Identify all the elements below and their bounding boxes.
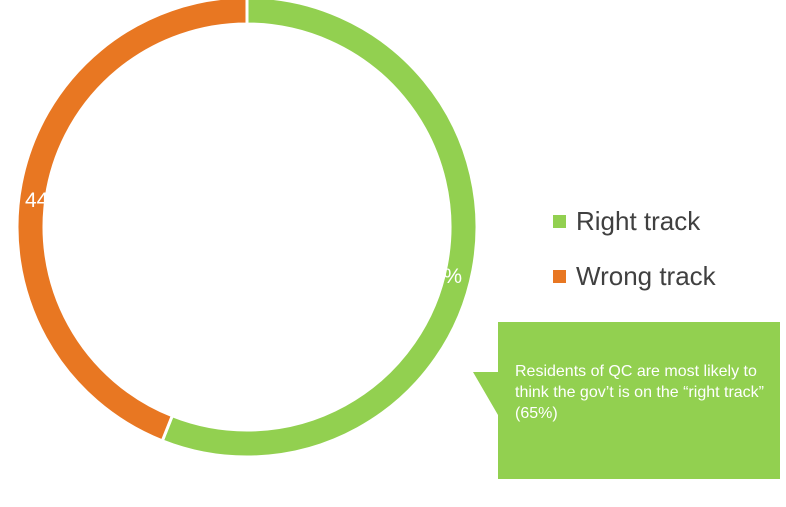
legend-item-wrong-track: Wrong track [553,258,716,294]
callout-text: Residents of QC are most likely to think… [515,363,764,422]
data-label-right-track: 56% [420,265,463,288]
data-label-wrong-track: 44% [25,189,68,212]
legend-item-right-track: Right track [553,203,716,239]
slice-right-track [160,0,479,459]
legend-swatch-wrong-track [553,269,566,283]
chart-legend: Right track Wrong track [553,203,716,313]
slice-wrong-track [15,0,249,443]
legend-swatch-right-track [553,214,566,228]
legend-label-right-track: Right track [576,206,701,236]
legend-label-wrong-track: Wrong track [576,261,716,291]
